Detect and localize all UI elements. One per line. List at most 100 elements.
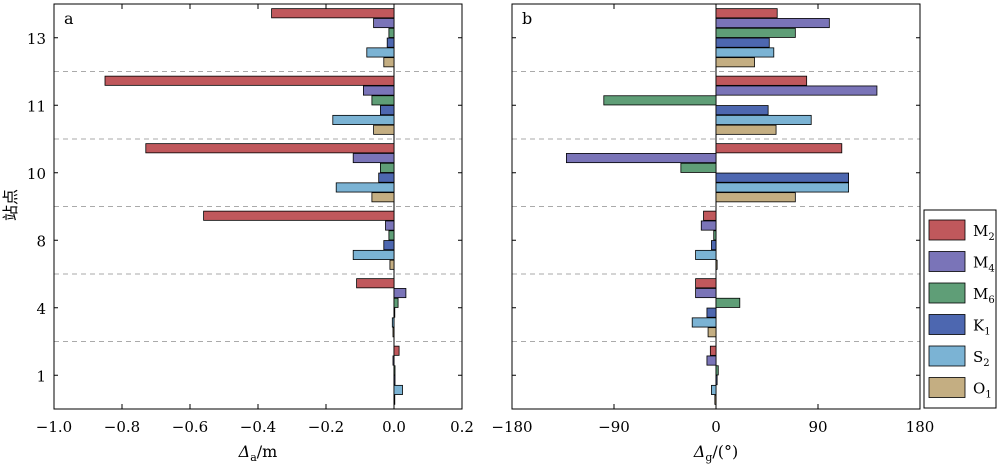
bar-S2-station-10 — [335, 182, 395, 193]
x-tick-label: 0 — [711, 418, 721, 436]
bar-K1-station-11 — [715, 105, 769, 116]
bar-M6-station-13 — [715, 27, 796, 38]
panel-letter: b — [522, 9, 532, 28]
bar-M4-station-13 — [715, 18, 830, 29]
bar-O1-station-1 — [714, 394, 717, 405]
x-tick-label: 0.0 — [382, 418, 406, 436]
bar-S2-station-4 — [391, 317, 395, 328]
x-axis-label: Δa/m — [238, 442, 278, 464]
bar-M2-station-1 — [709, 345, 717, 356]
bar-O1-station-8 — [715, 259, 718, 270]
bar-M6-station-4 — [715, 297, 741, 308]
bar-M2-station-8 — [703, 210, 717, 221]
bar-S2-station-13 — [366, 47, 395, 58]
y-tick-label: 10 — [27, 165, 46, 183]
bar-M2-station-1 — [393, 345, 400, 356]
bar-O1-station-1 — [393, 394, 396, 405]
x-tick-label: −0.4 — [240, 418, 276, 436]
bar-K1-station-1 — [715, 375, 718, 386]
x-tick-label: 0.2 — [450, 418, 474, 436]
bar-O1-station-13 — [715, 57, 755, 68]
bar-M4-station-10 — [566, 153, 717, 164]
bar-M2-station-13 — [715, 8, 778, 19]
legend-swatch-S2 — [928, 345, 966, 367]
legend-box — [923, 209, 997, 409]
y-tick-label: 11 — [27, 97, 46, 115]
bar-M2-station-10 — [145, 143, 395, 154]
bar-M2-station-4 — [695, 278, 717, 289]
bar-S2-station-4 — [691, 317, 717, 328]
bar-M6-station-4 — [393, 297, 399, 308]
panel-a: −1.0 −0.8 −0.6 −0.4 −0.2 0.0 0.2 a Δa/m 1 4 8 10 11 13 — [27, 3, 474, 464]
x-tick-label: −1.0 — [36, 418, 72, 436]
y-tick-label: 4 — [36, 300, 46, 318]
bar-K1-station-8 — [711, 240, 717, 251]
bar-K1-station-11 — [379, 105, 395, 116]
legend-swatch-M4 — [928, 251, 966, 272]
bar-M2-station-11 — [715, 75, 808, 86]
bar-M4-station-4 — [393, 288, 407, 299]
bar-S2-station-8 — [352, 249, 395, 260]
legend-label-M6: M6 — [973, 285, 995, 306]
legend-label-S2: S2 — [973, 348, 990, 369]
legend-swatch-K1 — [928, 314, 966, 335]
bar-O1-station-4 — [707, 327, 717, 338]
bar-M6-station-8 — [388, 230, 395, 241]
bar-M6-station-8 — [713, 230, 717, 241]
x-tick-label: 180 — [906, 418, 935, 436]
bar-K1-station-4 — [393, 307, 396, 318]
bar-M4-station-8 — [700, 220, 717, 231]
bar-M4-station-13 — [373, 18, 395, 29]
bar-M4-station-1 — [392, 355, 395, 366]
legend-swatch-M6 — [928, 282, 966, 304]
legend-swatch-O1 — [928, 377, 966, 398]
bar-M4-station-4 — [695, 288, 717, 299]
x-axis-label: Δg/(°) — [693, 442, 738, 464]
bar-S2-station-8 — [695, 249, 717, 260]
bar-K1-station-4 — [706, 307, 717, 318]
bar-M2-station-4 — [356, 278, 395, 289]
bar-M2-station-10 — [715, 143, 843, 154]
x-tick-label: −180 — [491, 418, 532, 436]
bar-S2-station-10 — [715, 182, 850, 193]
bar-M4-station-11 — [362, 85, 395, 96]
x-tick-label: −0.2 — [308, 418, 344, 436]
bar-M6-station-11 — [603, 95, 717, 106]
bar-O1-station-4 — [392, 327, 395, 338]
bar-M6-station-10 — [680, 162, 717, 173]
bar-K1-station-10 — [378, 172, 395, 183]
bar-M6-station-11 — [371, 95, 395, 106]
y-tick-label: 13 — [27, 30, 46, 48]
bar-S2-station-11 — [332, 114, 395, 125]
bar-O1-station-8 — [389, 259, 395, 270]
legend: M2 M4 M6 K1 S2 O1 — [923, 209, 997, 409]
bar-M6-station-10 — [379, 162, 395, 173]
panel-b: −180 −90 0 90 180 b Δg/(°) — [491, 3, 935, 464]
bar-K1-station-1 — [393, 375, 396, 386]
x-tick-label: −90 — [598, 418, 630, 436]
x-tick-label: 90 — [808, 418, 827, 436]
bar-S2-station-11 — [715, 114, 812, 125]
bar-M4-station-10 — [352, 153, 395, 164]
bar-O1-station-11 — [373, 124, 395, 135]
bar-S2-station-1 — [711, 384, 717, 395]
bar-M4-station-1 — [706, 355, 717, 366]
bar-K1-station-13 — [715, 37, 770, 48]
panel-letter: a — [64, 9, 74, 28]
bar-M4-station-11 — [715, 85, 878, 96]
bar-M6-station-13 — [388, 27, 395, 38]
y-axis-title: 站点 — [1, 189, 20, 221]
legend-label-M2: M2 — [973, 222, 995, 243]
bar-S2-station-13 — [715, 47, 775, 58]
legend-label-O1: O1 — [973, 380, 992, 401]
y-axis-label: 站点 — [1, 189, 20, 221]
bar-M2-station-11 — [104, 75, 395, 86]
bar-M6-station-1 — [393, 365, 396, 376]
bar-M4-station-8 — [385, 220, 395, 231]
bar-M6-station-1 — [715, 365, 719, 376]
y-tick-label: 8 — [36, 232, 46, 250]
y-tick-label: 1 — [36, 367, 46, 385]
x-tick-label: −0.6 — [172, 418, 208, 436]
bar-S2-station-1 — [393, 384, 403, 395]
bar-K1-station-8 — [383, 240, 395, 251]
